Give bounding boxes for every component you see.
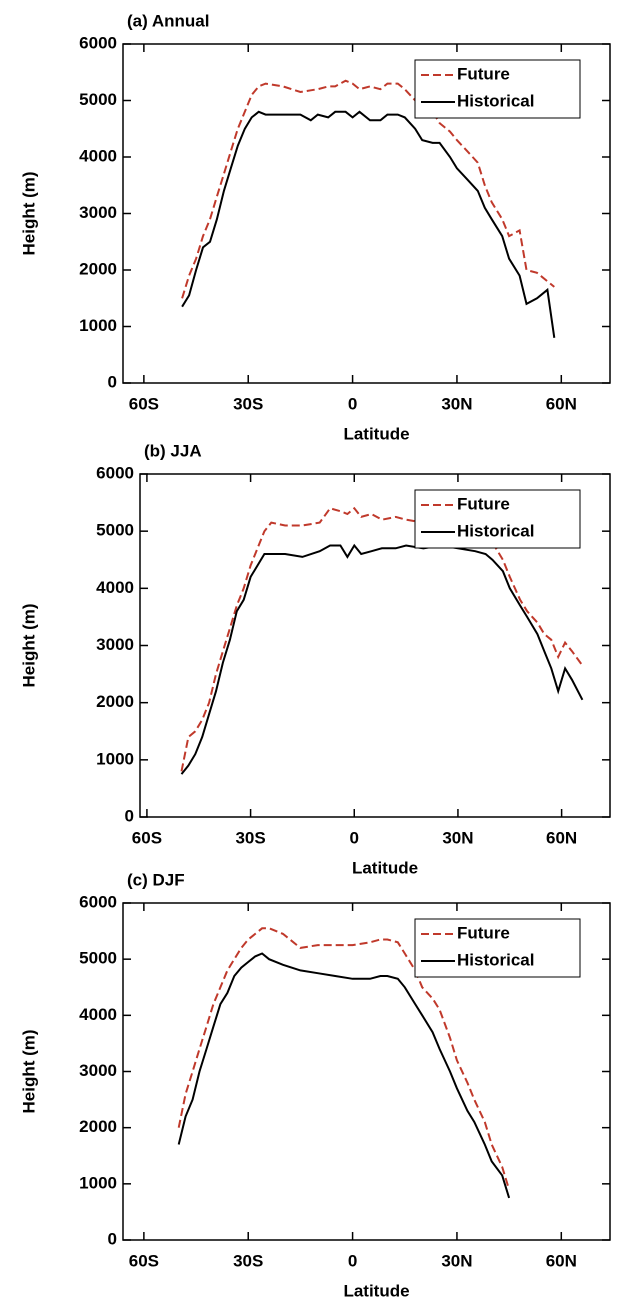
x-tick-label: 60S [129,394,159,413]
legend-label: Historical [457,521,534,540]
y-tick-label: 5000 [96,521,134,540]
y-tick-label: 1000 [79,1173,117,1192]
x-tick-label: 30N [442,828,473,847]
legend-label: Future [457,923,510,942]
y-axis-label: Height (m) [19,1029,38,1113]
x-tick-label: 60S [132,828,162,847]
y-tick-label: 0 [125,806,134,825]
series-line [181,110,556,338]
y-tick-label: 3000 [96,635,134,654]
x-axis-label: Latitude [352,858,418,877]
y-tick-label: 2000 [79,1117,117,1136]
panel-title: (a) Annual [127,11,209,30]
y-tick-label: 6000 [96,463,134,482]
y-tick-label: 3000 [79,203,117,222]
y-tick-label: 5000 [79,90,117,109]
x-tick-label: 60N [546,828,577,847]
legend-box [414,918,581,978]
y-tick-label: 5000 [79,949,117,968]
y-tick-label: 0 [108,372,117,391]
y-tick-label: 3000 [79,1061,117,1080]
x-tick-label: 30S [233,1251,263,1270]
legend-box [414,489,581,549]
y-tick-label: 0 [108,1229,117,1248]
legend-label: Future [457,494,510,513]
x-tick-label: 60N [546,394,577,413]
x-tick-label: 60N [546,1251,577,1270]
panel-title: (c) DJF [127,870,185,889]
series-line [180,543,584,775]
x-tick-label: 60S [129,1251,159,1270]
x-axis-label: Latitude [343,1281,409,1300]
y-tick-label: 1000 [96,749,134,768]
legend-label: Historical [457,950,534,969]
y-tick-label: 6000 [79,33,117,52]
y-axis-label: Height (m) [19,171,38,255]
panel-title: (b) JJA [144,441,202,460]
y-tick-label: 4000 [79,1005,117,1024]
legend-label: Historical [457,91,534,110]
y-axis-label: Height (m) [19,603,38,687]
legend-box [414,59,581,119]
series-line [177,952,511,1199]
x-tick-label: 30S [235,828,265,847]
y-tick-label: 4000 [96,578,134,597]
series-line [181,79,555,299]
legend-label: Future [457,64,510,83]
x-tick-label: 0 [348,394,357,413]
y-tick-label: 2000 [79,259,117,278]
series-line [180,506,584,772]
y-tick-label: 4000 [79,146,117,165]
y-tick-label: 2000 [96,692,134,711]
x-tick-label: 30N [441,1251,472,1270]
x-tick-label: 30S [233,394,263,413]
y-tick-label: 6000 [79,892,117,911]
x-tick-label: 30N [441,394,472,413]
x-tick-label: 0 [350,828,359,847]
y-tick-label: 1000 [79,316,117,335]
x-axis-label: Latitude [343,424,409,443]
x-tick-label: 0 [348,1251,357,1270]
